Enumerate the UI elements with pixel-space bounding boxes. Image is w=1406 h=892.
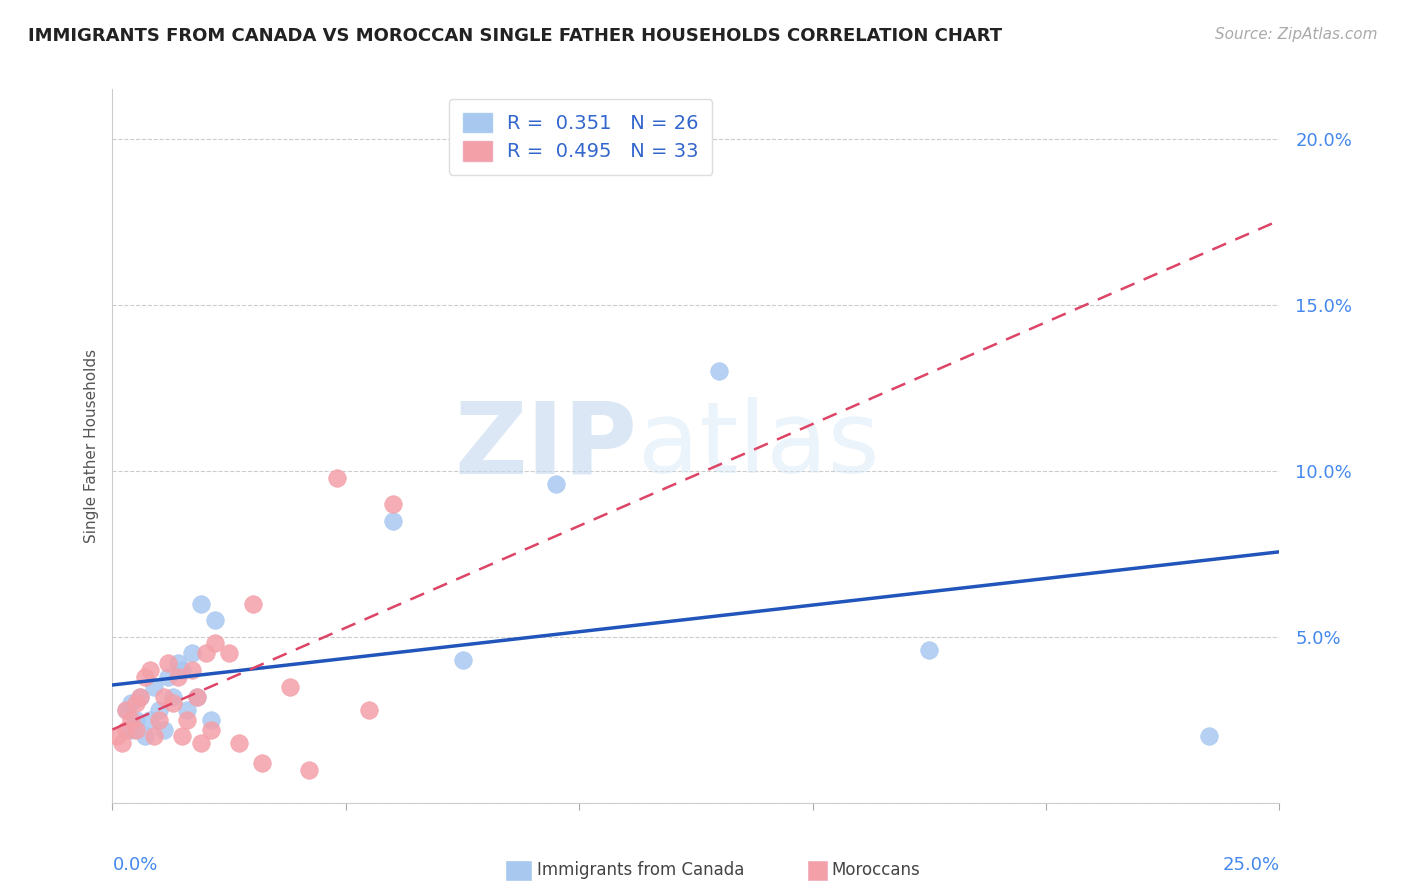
Point — [544, 477, 567, 491]
Point — [381, 514, 404, 528]
Point — [157, 657, 180, 671]
Legend: R =  0.351   N = 26, R =  0.495   N = 33: R = 0.351 N = 26, R = 0.495 N = 33 — [449, 99, 713, 175]
Point — [166, 670, 188, 684]
Point — [180, 647, 202, 661]
Point — [176, 703, 198, 717]
Point — [359, 703, 381, 717]
Point — [451, 653, 474, 667]
Point — [115, 703, 138, 717]
Text: atlas: atlas — [638, 398, 879, 494]
Point — [186, 690, 208, 704]
Point — [204, 636, 226, 650]
Point — [200, 713, 222, 727]
Point — [190, 736, 212, 750]
Point — [1198, 730, 1220, 744]
Point — [709, 364, 731, 378]
Point — [186, 690, 208, 704]
Point — [139, 713, 162, 727]
Point — [143, 730, 166, 744]
Point — [162, 690, 184, 704]
Point — [129, 690, 152, 704]
Point — [134, 670, 156, 684]
Point — [381, 497, 404, 511]
Point — [148, 713, 170, 727]
Point — [125, 723, 148, 737]
Point — [297, 763, 319, 777]
Point — [172, 730, 194, 744]
Point — [194, 647, 217, 661]
Point — [134, 730, 156, 744]
Point — [242, 597, 264, 611]
Point — [153, 690, 176, 704]
Point — [918, 643, 941, 657]
Point — [228, 736, 250, 750]
Point — [180, 663, 202, 677]
Text: Immigrants from Canada: Immigrants from Canada — [537, 861, 744, 879]
Point — [157, 670, 180, 684]
Point — [278, 680, 301, 694]
Point — [111, 736, 134, 750]
Point — [172, 663, 194, 677]
Point — [129, 690, 152, 704]
Point — [176, 713, 198, 727]
Point — [204, 613, 226, 627]
Text: ZIP: ZIP — [454, 398, 638, 494]
Point — [153, 723, 176, 737]
Point — [218, 647, 240, 661]
Point — [125, 696, 148, 710]
Point — [115, 723, 138, 737]
Text: 25.0%: 25.0% — [1222, 856, 1279, 874]
Point — [325, 470, 347, 484]
Point — [200, 723, 222, 737]
Point — [125, 713, 148, 727]
Point — [250, 756, 273, 770]
Text: IMMIGRANTS FROM CANADA VS MOROCCAN SINGLE FATHER HOUSEHOLDS CORRELATION CHART: IMMIGRANTS FROM CANADA VS MOROCCAN SINGL… — [28, 27, 1002, 45]
Point — [120, 696, 142, 710]
Point — [120, 723, 142, 737]
Text: 0.0%: 0.0% — [112, 856, 157, 874]
Point — [190, 597, 212, 611]
Text: Moroccans: Moroccans — [831, 861, 920, 879]
Point — [139, 663, 162, 677]
Point — [105, 730, 128, 744]
Point — [143, 680, 166, 694]
Point — [115, 703, 138, 717]
Point — [162, 696, 184, 710]
Point — [166, 657, 188, 671]
Point — [120, 713, 142, 727]
Y-axis label: Single Father Households: Single Father Households — [83, 349, 98, 543]
Point — [148, 703, 170, 717]
Text: Source: ZipAtlas.com: Source: ZipAtlas.com — [1215, 27, 1378, 42]
